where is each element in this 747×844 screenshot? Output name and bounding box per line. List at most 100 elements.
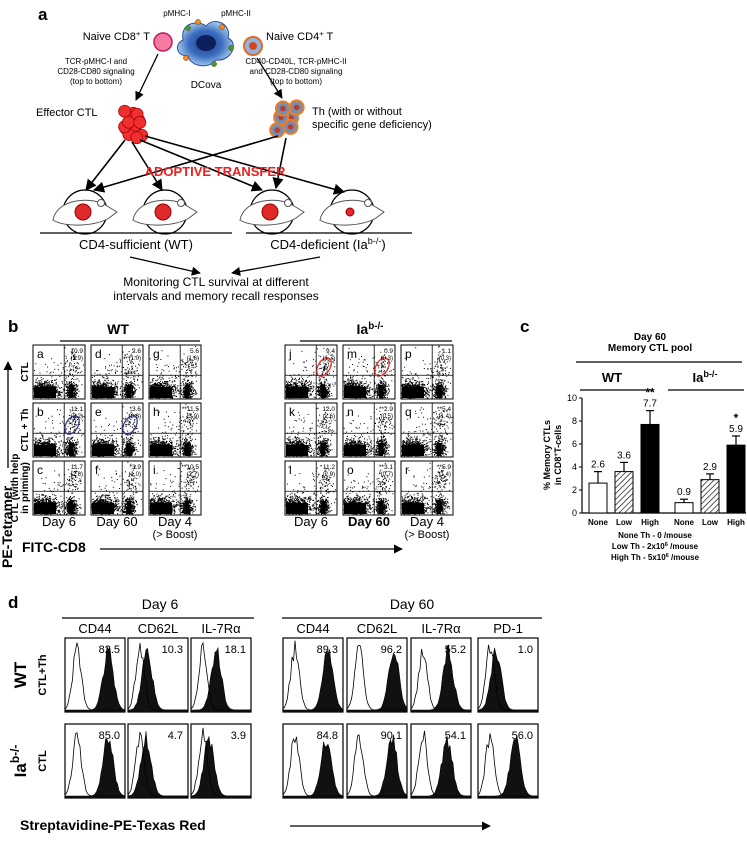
y-tick-label: 2 [572, 485, 577, 495]
plot-letter: o [347, 463, 354, 477]
text-part: in CD8 [553, 457, 563, 486]
superscript: b-/- [8, 745, 22, 764]
panel-letter: c [520, 317, 529, 336]
quadrant-percent: 9.4 [326, 348, 335, 355]
significance: * [734, 411, 739, 425]
arrow [85, 139, 126, 191]
quadrant-sd: (1.7) [323, 356, 335, 362]
label: ADOPTIVE TRANSFER [145, 164, 286, 179]
arrow [135, 53, 159, 101]
histogram-isotype [190, 727, 251, 797]
histogram-stained [282, 741, 344, 799]
cd8-population [127, 501, 131, 514]
arrow [144, 135, 346, 195]
text-part: Ia [357, 321, 369, 337]
quadrant-sd: (1.6) [187, 356, 199, 362]
quadrant-percent: 0.9 [384, 348, 393, 355]
bar [674, 502, 694, 514]
text-part: ) [381, 237, 385, 252]
superscript: + [319, 29, 324, 38]
percent-label: 4.7 [168, 730, 183, 742]
plot-letter: h [153, 405, 160, 419]
th-nucleus [287, 124, 294, 130]
x-label: Day 4 [410, 514, 444, 529]
axis-title: in CD8+T-cells [553, 425, 564, 485]
text-part: /mouse [669, 553, 700, 562]
x-label: Day 4 [158, 514, 192, 529]
percent-label: 1.0 [518, 644, 533, 656]
quadrant-percent: **2.9 [379, 406, 393, 413]
bar [588, 482, 608, 514]
group-label: WT [602, 370, 622, 385]
negative-population [34, 503, 56, 514]
quadrant-percent: **11.5 [182, 406, 200, 413]
quadrant-percent: *3.9 [129, 464, 141, 471]
negative-population [34, 387, 56, 398]
quadrant-percent: **3.1 [379, 464, 393, 471]
superscript: 6 [665, 542, 668, 548]
receptor [211, 61, 217, 67]
quadrant-percent: **5.4 [437, 406, 451, 413]
significance: ** [379, 406, 385, 413]
label: (top to bottom) [270, 77, 322, 86]
x-tick-label: None [674, 518, 695, 527]
label: DCova [191, 80, 222, 91]
value-label: 2.9 [703, 462, 717, 473]
text-part: Ia [693, 370, 705, 385]
significance: * [129, 406, 132, 413]
quadrant-sd: (0.3) [439, 356, 451, 362]
plot-letter: n [347, 405, 354, 419]
quadrant-percent: 11.7 [71, 464, 84, 471]
label: and CD28-CD80 signaling [250, 67, 343, 76]
arrow [129, 256, 201, 276]
marker-label: IL-7Rα [421, 621, 461, 636]
percent-label: 85.0 [99, 730, 120, 742]
y-tick-label: 0 [572, 508, 577, 518]
text-part: /mouse [668, 542, 699, 551]
plot-letter: k [289, 405, 296, 419]
cd8-population [185, 501, 189, 514]
plot-letter: m [347, 347, 357, 361]
histogram-isotype [282, 640, 343, 711]
negative-population [402, 387, 424, 398]
cd8-population [127, 443, 131, 456]
negative-population [402, 503, 424, 514]
percent: 10.5 [186, 464, 199, 471]
percent: 5.4 [442, 406, 451, 413]
label: CD28-CD80 signaling [57, 67, 134, 76]
x-tick-label: Low [616, 518, 633, 527]
marker-label: CD62L [138, 621, 178, 636]
percent: 9.4 [326, 348, 335, 355]
text-part: High Th - 5x10 [611, 553, 666, 562]
timepoint: Day 6 [142, 596, 179, 612]
marker-label: IL-7Rα [201, 621, 241, 636]
text-part: T [324, 31, 334, 43]
x-label: Day 60 [348, 514, 390, 529]
percent-label: 3.9 [231, 730, 246, 742]
percent-label: 56.0 [512, 730, 533, 742]
negative-population [92, 387, 114, 398]
superscript: b-/- [368, 236, 382, 246]
significance: ** [645, 386, 655, 400]
significance: * [129, 464, 132, 471]
cd8-population [69, 443, 73, 456]
negative-population [92, 445, 114, 456]
cd8-population [321, 501, 325, 514]
histogram-isotype [346, 734, 407, 797]
quadrant-percent: *3.6 [129, 406, 141, 413]
label: Monitoring CTL survival at different [123, 275, 309, 289]
quadrant-sd: (1.4) [439, 472, 451, 478]
negative-population [34, 445, 56, 456]
arrow [231, 256, 321, 277]
bar [700, 479, 720, 514]
row-label: CTL (with help [10, 454, 21, 523]
effector-ctl-cell [122, 115, 135, 129]
text-part: T [140, 31, 150, 43]
axis-title: Streptavidine-PE-Texas Red [20, 817, 206, 833]
marker-label: CD44 [78, 621, 111, 636]
plot-letter: j [288, 347, 292, 361]
percent-label: 10.3 [162, 644, 183, 656]
dc-nucleus [196, 35, 216, 51]
label: (top to bottom) [70, 77, 122, 86]
